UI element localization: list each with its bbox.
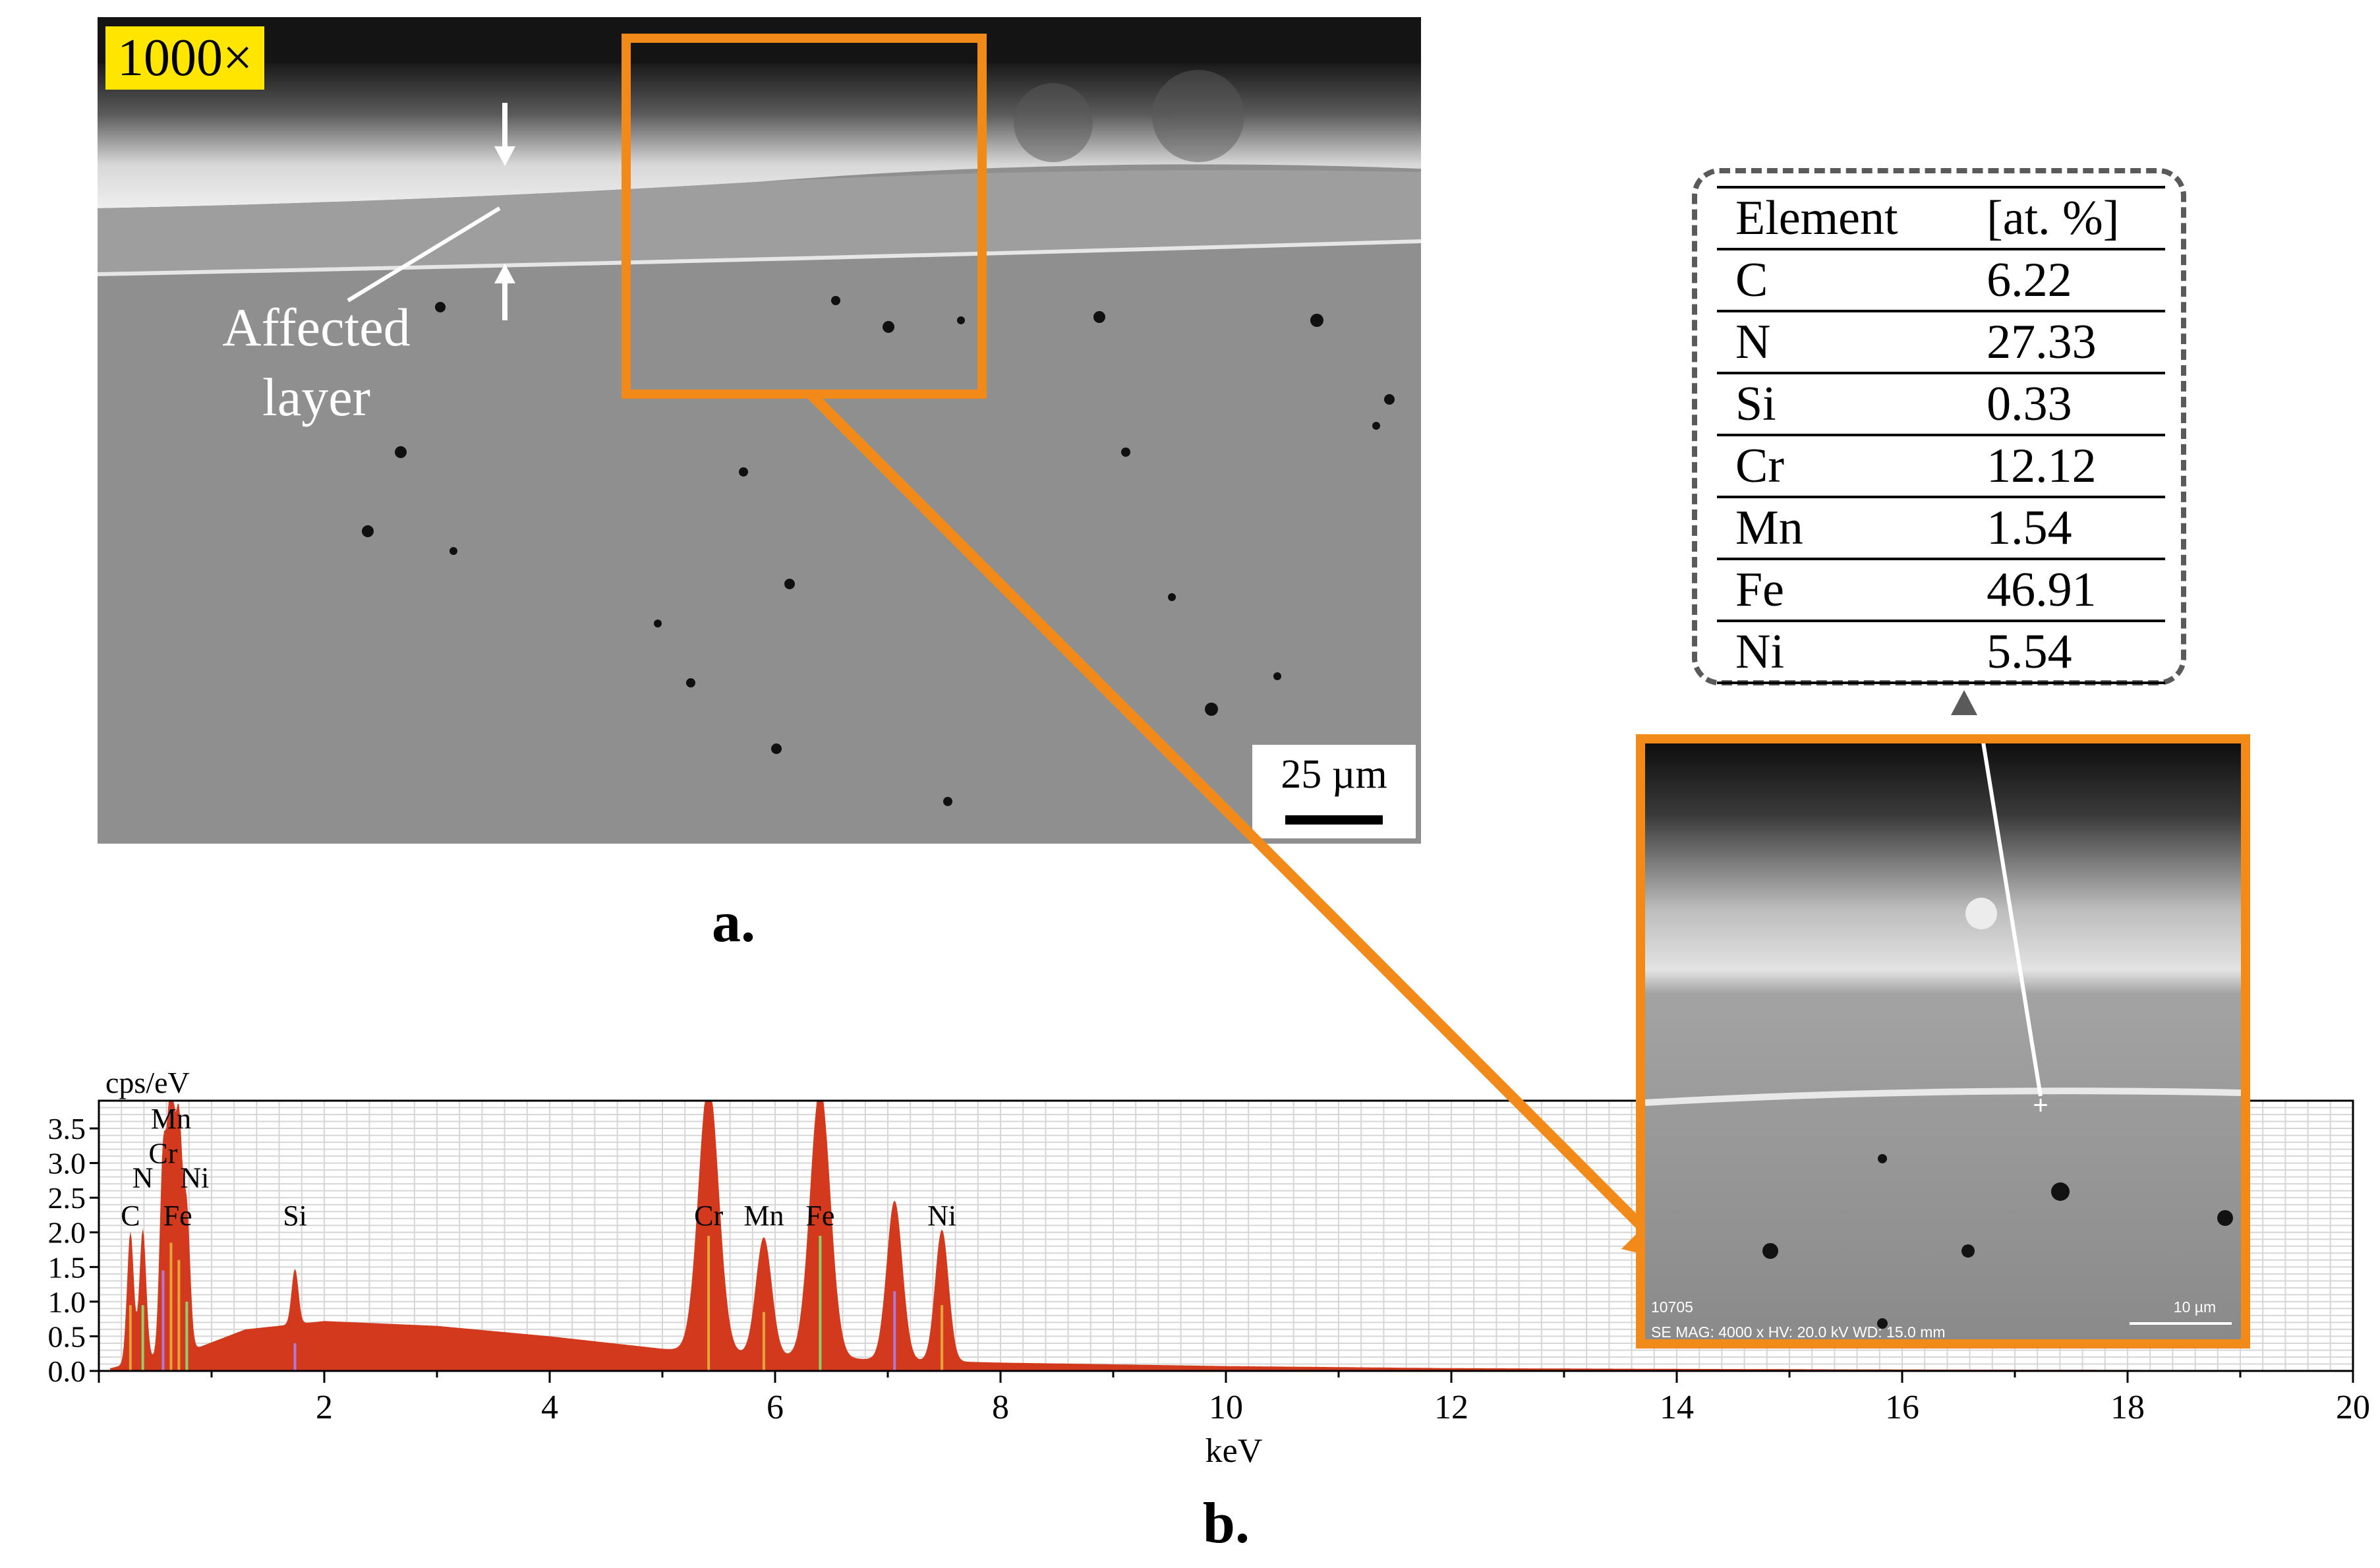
inset-acquisition-info: SE MAG: 4000 x HV: 20.0 kV WD: 15.0 mm — [1651, 1323, 1946, 1341]
affected-layer-label-line2: layer — [262, 367, 370, 427]
table-row: Fe 46.91 — [1717, 559, 2165, 622]
inset-scale-bar-label: 10 µm — [2173, 1298, 2217, 1316]
x-axis-ticks: 2 4 6 8 10 12 14 16 18 20 — [98, 1371, 2370, 1426]
emission-line-label: Fe — [163, 1200, 192, 1232]
emission-line-label: Mn — [743, 1200, 784, 1232]
y-axis-ticks: 0.00.51.01.52.02.53.03.5 — [48, 1112, 99, 1388]
y-tick-label: 0.5 — [48, 1320, 86, 1353]
zoom-connector-arrow — [807, 390, 1655, 1240]
emission-line-label: Ni — [180, 1161, 209, 1194]
value-cell: 6.22 — [1946, 249, 2165, 312]
x-tick-label: 10 — [1209, 1389, 1243, 1426]
x-tick-label: 2 — [316, 1389, 333, 1426]
y-tick-label: 3.5 — [48, 1112, 86, 1146]
emission-line-label: Si — [283, 1200, 307, 1232]
y-tick-label: 3.0 — [48, 1147, 86, 1180]
element-cell: N — [1717, 311, 1946, 374]
table-row: C 6.22 — [1717, 249, 2165, 312]
value-cell: 27.33 — [1946, 311, 2165, 374]
x-tick-label: 16 — [1885, 1389, 1919, 1426]
value-cell: 1.54 — [1946, 497, 2165, 560]
atomic-percent-header: [at. %] — [1946, 186, 2165, 250]
scale-bar-label: 25 µm — [1281, 752, 1387, 797]
table-row: N 27.33 — [1717, 311, 2165, 374]
x-tick-label: 6 — [767, 1389, 784, 1426]
table-row: Ni 5.54 — [1717, 621, 2165, 684]
spectrum-peaks — [129, 1236, 944, 1371]
table-row: Mn 1.54 — [1717, 497, 2165, 560]
magnification-label: 1000× — [105, 26, 265, 90]
panel-a-caption: a. — [712, 890, 755, 954]
element-cell: Mn — [1717, 497, 1946, 560]
y-axis-label: cps/eV — [105, 1066, 190, 1099]
x-tick-label: 14 — [1660, 1389, 1694, 1426]
y-tick-label: 1.5 — [48, 1250, 86, 1284]
element-cell: Cr — [1717, 435, 1946, 498]
element-cell: C — [1717, 249, 1946, 312]
emission-line-label: Mn — [151, 1103, 191, 1135]
sem-inset-4000x: + — [1636, 734, 2250, 1349]
value-cell: 5.54 — [1946, 621, 2165, 684]
sem-micrograph-1000x — [98, 17, 1421, 844]
panel-b-caption: b. — [1203, 1492, 1250, 1555]
table-header-row: Element [at. %] — [1717, 186, 2165, 250]
element-header: Element — [1717, 186, 1946, 250]
y-tick-label: 0.0 — [48, 1354, 86, 1388]
emission-line-label: Cr — [148, 1138, 177, 1170]
y-tick-label: 1.0 — [48, 1285, 86, 1319]
spectrum-area — [110, 1101, 2353, 1371]
x-tick-label: 12 — [1434, 1389, 1468, 1426]
element-cell: Si — [1717, 373, 1946, 436]
element-cell: Fe — [1717, 559, 1946, 622]
x-tick-label: 4 — [541, 1389, 558, 1426]
table-pointer-arrowhead — [1951, 690, 1977, 715]
emission-line-label: C — [121, 1200, 140, 1232]
y-tick-label: 2.0 — [48, 1216, 86, 1250]
affected-layer-label-line1: Affected — [222, 297, 411, 357]
emission-line-label: N — [132, 1161, 154, 1194]
element-cell: Ni — [1717, 621, 1946, 684]
inset-image-id: 10705 — [1651, 1298, 1693, 1316]
value-cell: 12.12 — [1946, 435, 2165, 498]
svg-text:+: + — [2033, 1091, 2048, 1120]
table-row: Si 0.33 — [1717, 373, 2165, 436]
x-tick-label: 8 — [992, 1389, 1009, 1426]
emission-line-label: Ni — [927, 1200, 956, 1232]
spectrum-series — [110, 1101, 2353, 1371]
x-axis-label: keV — [1205, 1432, 1263, 1470]
composition-callout — [1692, 168, 2186, 685]
x-tick-label: 20 — [2336, 1389, 2370, 1426]
x-tick-label: 18 — [2110, 1389, 2145, 1426]
emission-line-label: Fe — [805, 1200, 834, 1232]
value-cell: 46.91 — [1946, 559, 2165, 622]
scale-bar-line — [1285, 815, 1383, 825]
composition-table: Element [at. %] C 6.22 N 27.33 Si 0.33 Cr 12… — [1717, 186, 2165, 684]
value-cell: 0.33 — [1946, 373, 2165, 436]
table-row: Cr 12.12 — [1717, 435, 2165, 498]
emission-line-label: Cr — [694, 1200, 723, 1232]
y-tick-label: 2.5 — [48, 1181, 86, 1215]
